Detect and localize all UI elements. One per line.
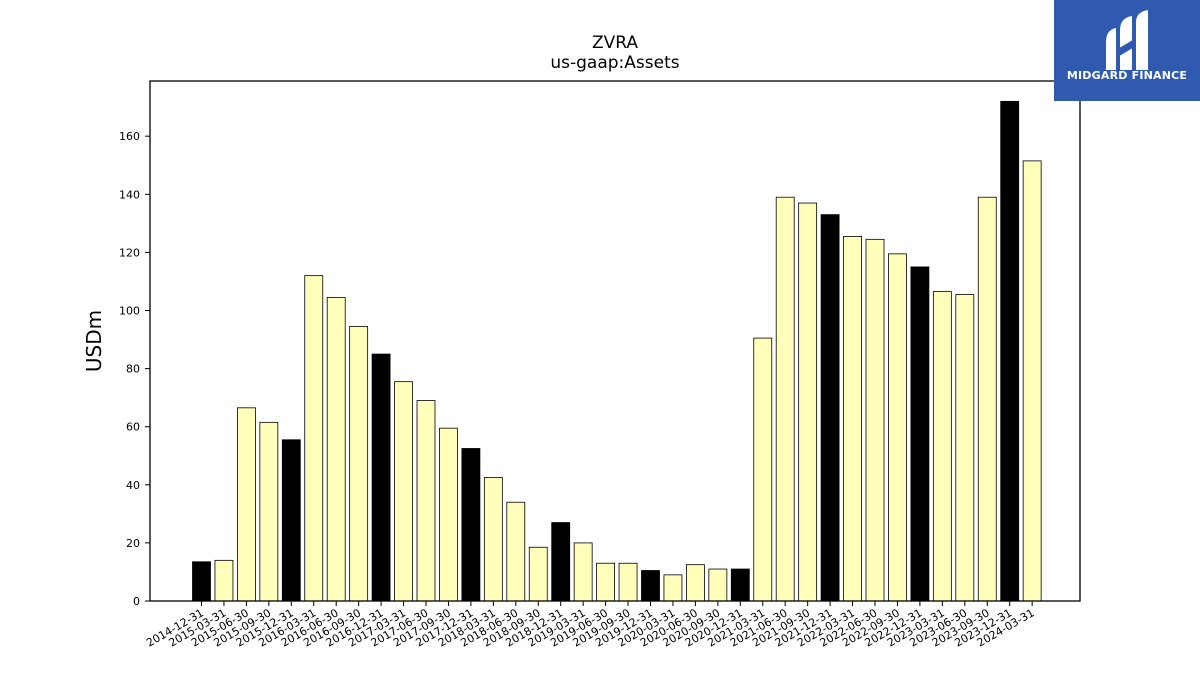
y-tick-label: 60 [126,421,140,434]
y-tick-label: 80 [126,363,140,376]
bar-2016-12-31 [371,353,391,602]
brand-logo: MIDGARD FINANCE [1054,0,1200,101]
bar-2015-12-31 [281,439,301,602]
bar-2022-06-30 [865,238,885,602]
y-axis-label: USDm [82,310,106,372]
bar-2020-09-30 [708,568,728,602]
bar-2019-03-31 [573,542,593,602]
chart-title: ZVRA [592,33,638,53]
midgard-logo-icon [1106,10,1148,70]
bar-2020-06-30 [686,564,705,602]
bar-2017-06-30 [416,400,436,602]
bar-2020-03-31 [663,574,683,602]
bar-2022-12-31 [910,266,930,602]
bar-2019-09-30 [618,562,638,602]
bar-2021-09-30 [798,202,818,602]
y-tick-label: 40 [126,479,140,492]
y-tick-label: 20 [126,537,140,550]
bar-2018-03-31 [483,477,503,602]
bar-2018-06-30 [506,501,526,602]
bars-group [192,100,1042,602]
bar-2023-12-31 [1000,100,1020,602]
y-tick-label: 140 [119,188,140,201]
bar-2023-03-31 [932,291,952,602]
bar-2016-09-30 [349,326,369,602]
y-axis-ticks: 0 20 40 60 80 100 120 140 160 [119,130,150,608]
bar-2017-03-31 [394,381,413,602]
y-tick-label: 100 [119,304,140,317]
bar-2017-09-30 [439,427,458,602]
bar-2020-12-31 [730,568,750,602]
bar-2015-03-31 [214,559,234,602]
bar-2024-03-31 [1022,160,1042,602]
bar-2021-03-31 [753,337,773,602]
bar-2022-03-31 [843,236,862,602]
plot-area-frame [149,80,1081,602]
y-tick-label: 160 [119,130,140,143]
bar-2017-12-31 [461,448,481,602]
bar-2014-12-31 [192,561,211,602]
chart-subtitle: us-gaap:Assets [550,53,679,73]
brand-logo-text: MIDGARD FINANCE [1066,69,1188,82]
bar-2018-09-30 [528,546,548,602]
bar-2018-12-31 [551,522,571,602]
bar-2021-06-30 [775,196,795,602]
bar-2023-09-30 [977,196,997,602]
bar-2021-12-31 [820,214,840,602]
x-axis-ticks: 2014-12-312015-03-312015-06-302015-09-30… [144,601,1037,650]
bar-2019-12-31 [641,570,660,602]
bar-2016-06-30 [326,297,346,602]
bar-2015-09-30 [259,421,279,602]
bar-2019-06-30 [596,562,615,602]
bar-2016-03-31 [304,275,324,602]
y-tick-label: 120 [119,246,140,259]
bar-2022-09-30 [888,253,907,602]
y-tick-label: 0 [133,595,140,608]
bar-2015-06-30 [236,407,256,602]
bar-2023-06-30 [955,294,975,602]
